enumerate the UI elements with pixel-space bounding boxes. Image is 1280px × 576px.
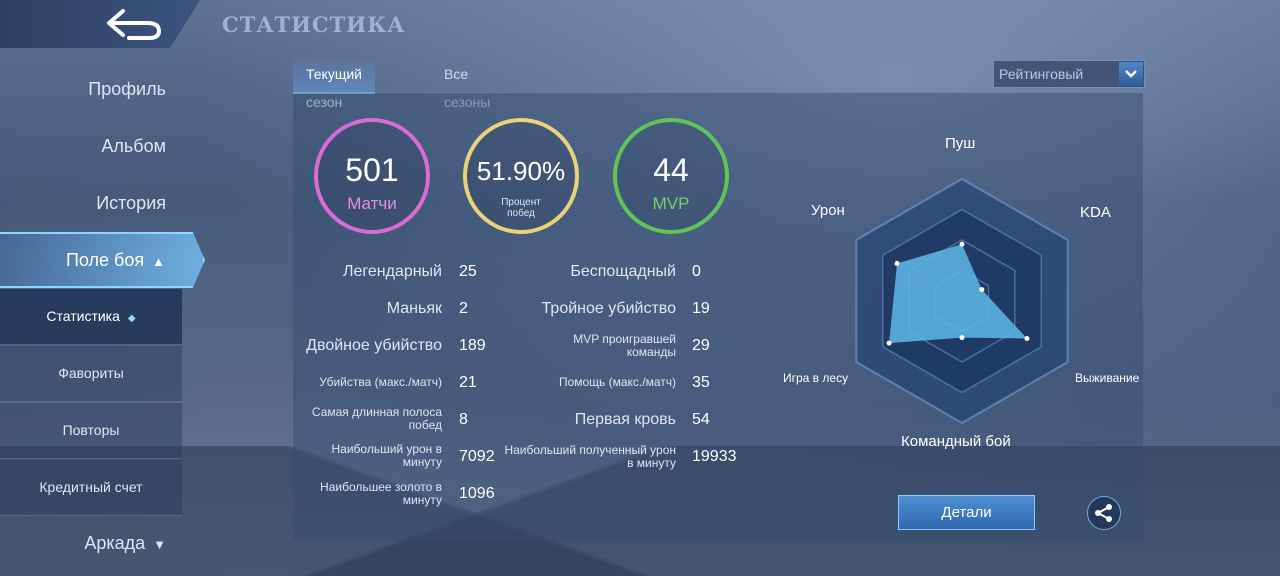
matches-count: 501	[345, 152, 399, 188]
stat-value-max-kills: 21	[459, 374, 477, 391]
stat-value-damage-per-min: 7092	[459, 448, 495, 465]
active-marker-icon: ◆	[127, 313, 136, 324]
stat-label-first-blood: Первая кровь	[574, 411, 676, 428]
radar-data-point	[979, 287, 985, 293]
back-plate	[0, 0, 200, 48]
sidebar-subitem-credit[interactable]: Кредитный счет	[0, 460, 182, 516]
radar-label-damage: Урон	[811, 202, 845, 219]
share-icon	[1095, 504, 1112, 522]
stat-value-damage-taken: 19933	[692, 448, 737, 465]
stat-label-gold-per-min: Наибольшее золото в минуту	[320, 480, 442, 507]
details-button[interactable]: Детали	[898, 495, 1035, 530]
stat-label-damage-taken: Наибольший полученный урон в минуту	[504, 443, 676, 470]
chevron-down-icon: ▼	[153, 537, 166, 552]
stat-value-first-blood: 54	[692, 411, 710, 428]
radar-data-area	[889, 244, 1027, 344]
mode-select-value: Рейтинговый	[999, 66, 1084, 82]
stat-value-max-assists: 35	[692, 374, 710, 391]
radar-label-kda: KDA	[1080, 204, 1111, 221]
sidebar-item-profile[interactable]: Профиль	[88, 79, 166, 99]
sidebar-item-label: Поле боя	[65, 250, 145, 270]
stat-label-win-streak: Самая длинная полоса побед	[311, 405, 442, 432]
back-arrow-icon	[107, 9, 162, 40]
sidebar: Профиль Альбом История Поле боя ▲ Статист…	[0, 60, 205, 576]
sidebar-subitem-statistics[interactable]: Статистика ◆	[0, 289, 182, 345]
stat-label-triple-kill: Тройное убийство	[541, 300, 676, 317]
stat-value-savage: 0	[692, 263, 701, 280]
stat-label-double-kill: Двойное убийство	[306, 337, 442, 354]
chevron-down-icon[interactable]	[1119, 62, 1143, 86]
sidebar-item-album[interactable]: Альбом	[101, 136, 166, 156]
radar-data-point	[959, 335, 965, 341]
mvp-ring: 44 MVP	[613, 118, 729, 234]
sidebar-item-battlefield-highlight	[0, 232, 205, 288]
stats-panel: 501 Матчи 51.90% Процент побед 44 MVP Ле…	[293, 92, 1143, 541]
stat-label-max-assists: Помощь (макс./матч)	[558, 375, 676, 389]
stat-value-double-kill: 189	[459, 337, 486, 354]
sidebar-item-label: Аркада	[84, 533, 146, 553]
winrate-ring: 51.90% Процент побед	[463, 118, 579, 234]
back-button[interactable]	[95, 6, 173, 42]
radar-label-survival: Выживание	[1075, 371, 1140, 385]
mvp-count: 44	[653, 152, 689, 188]
radar-data-point	[886, 340, 892, 346]
tab-current-season[interactable]: Текущий сезон	[293, 60, 375, 110]
stat-value-mvp-lose: 29	[692, 337, 710, 354]
stat-label-mvp-lose: MVP проигравшей команды	[573, 332, 676, 359]
top-bar: СТАТИСТИКА	[0, 0, 1280, 48]
tab-all-seasons[interactable]: Все сезоны	[444, 66, 491, 110]
chevron-up-icon: ▲	[152, 254, 165, 269]
stat-value-legendary: 25	[459, 263, 477, 280]
radar-chart	[855, 177, 1069, 425]
radar-data-point	[1024, 336, 1030, 342]
mvp-label: MVP	[652, 194, 690, 213]
stat-label-legendary: Легендарный	[342, 263, 442, 280]
radar-data-point	[959, 241, 965, 247]
mode-select[interactable]: Рейтинговый	[993, 60, 1145, 88]
sidebar-subitem-favorites[interactable]: Фавориты	[0, 346, 182, 402]
sidebar-item-battlefield[interactable]: Поле боя ▲	[0, 240, 195, 280]
stat-value-win-streak: 8	[459, 411, 468, 428]
radar-data-point	[894, 260, 900, 266]
matches-ring: 501 Матчи	[314, 118, 430, 234]
stat-value-maniac: 2	[459, 300, 468, 317]
radar-label-push: Пуш	[945, 135, 976, 152]
stat-label-damage-per-min: Наибольший урон в минуту	[331, 442, 443, 469]
stat-value-gold-per-min: 1096	[459, 485, 495, 502]
winrate-label: Процент побед	[501, 197, 541, 219]
sidebar-subitem-label: Статистика	[46, 308, 120, 324]
matches-label: Матчи	[347, 194, 397, 213]
sidebar-item-arcade[interactable]: Аркада ▼	[0, 523, 200, 563]
stat-label-savage: Беспощадный	[570, 263, 676, 280]
stat-label-maniac: Маньяк	[386, 300, 442, 317]
stat-value-triple-kill: 19	[692, 300, 710, 317]
page-title: СТАТИСТИКА	[222, 12, 406, 37]
share-button[interactable]	[1087, 496, 1121, 530]
radar-label-jungle: Игра в лесу	[783, 371, 849, 385]
sidebar-subitem-replays[interactable]: Повторы	[0, 403, 182, 459]
radar-label-teamfight: Командный бой	[901, 433, 1011, 450]
stat-label-max-kills: Убийства (макс./матч)	[319, 375, 442, 389]
winrate-value: 51.90%	[476, 156, 566, 186]
sidebar-item-history[interactable]: История	[96, 193, 166, 213]
